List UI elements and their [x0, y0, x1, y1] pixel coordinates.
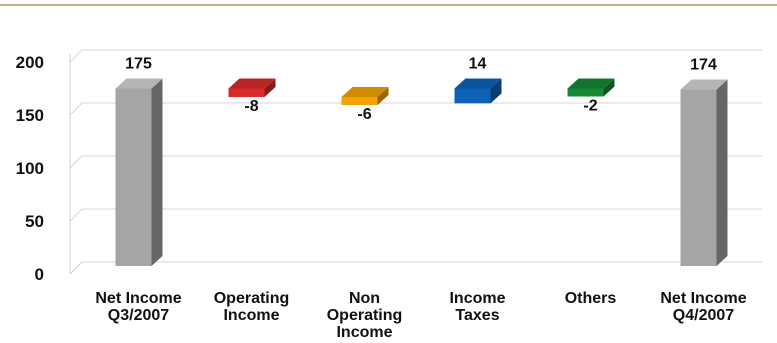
gridlines — [69, 49, 762, 275]
gridline — [69, 102, 762, 116]
bar-top — [341, 86, 389, 97]
bar-side — [264, 78, 276, 97]
data-label: -8 — [244, 98, 258, 115]
bar — [115, 78, 163, 266]
data-label: -6 — [357, 106, 371, 123]
gridline — [69, 261, 762, 275]
x-category-label: Operating Income — [214, 290, 290, 324]
bar-top — [115, 78, 163, 89]
data-label: 175 — [125, 56, 152, 73]
bar-front — [228, 88, 265, 97]
bar-front — [341, 96, 378, 105]
bar-top — [228, 78, 276, 89]
bar — [341, 86, 389, 105]
y-tick-label: 200 — [16, 53, 44, 72]
x-category-label: Net Income Q3/2007 — [95, 290, 181, 324]
bar-front — [115, 88, 152, 266]
gridline — [69, 49, 762, 63]
x-category-label: Non Operating Income — [327, 290, 403, 341]
bars — [115, 78, 728, 266]
bar-top — [567, 78, 615, 89]
y-tick-label: 100 — [16, 159, 44, 178]
x-category-label: Income Taxes — [449, 290, 505, 324]
bar-side — [603, 78, 615, 97]
x-axis-categories: Net Income Q3/2007 Operating Income Non Opera… — [95, 290, 746, 341]
bar-side — [490, 78, 502, 104]
bar — [567, 78, 615, 97]
bar — [680, 79, 728, 266]
data-label: 174 — [690, 57, 717, 74]
y-axis-ticks: 0 50 100 150 200 — [16, 53, 44, 284]
bar-front — [567, 88, 604, 97]
bar-side — [151, 78, 163, 266]
bar-top — [680, 79, 728, 90]
data-labels: 175 -8 -6 14 -2 174 — [125, 56, 717, 123]
y-tick-label: 150 — [16, 106, 44, 125]
data-label: -2 — [583, 98, 597, 115]
gridline — [69, 155, 762, 169]
bar-top — [454, 78, 502, 89]
y-tick-label: 0 — [35, 265, 44, 284]
bar-front — [454, 88, 491, 104]
bar-front — [680, 89, 717, 266]
bar — [228, 78, 276, 97]
bar — [454, 78, 502, 104]
floor-edge — [69, 261, 83, 275]
x-category-label: Net Income Q4/2007 — [660, 290, 746, 324]
bar-side — [716, 79, 728, 266]
y-tick-label: 50 — [25, 212, 44, 231]
x-category-label: Others — [565, 290, 617, 307]
bar-side — [377, 86, 389, 105]
gridline — [69, 208, 762, 222]
data-label: 14 — [469, 56, 487, 73]
